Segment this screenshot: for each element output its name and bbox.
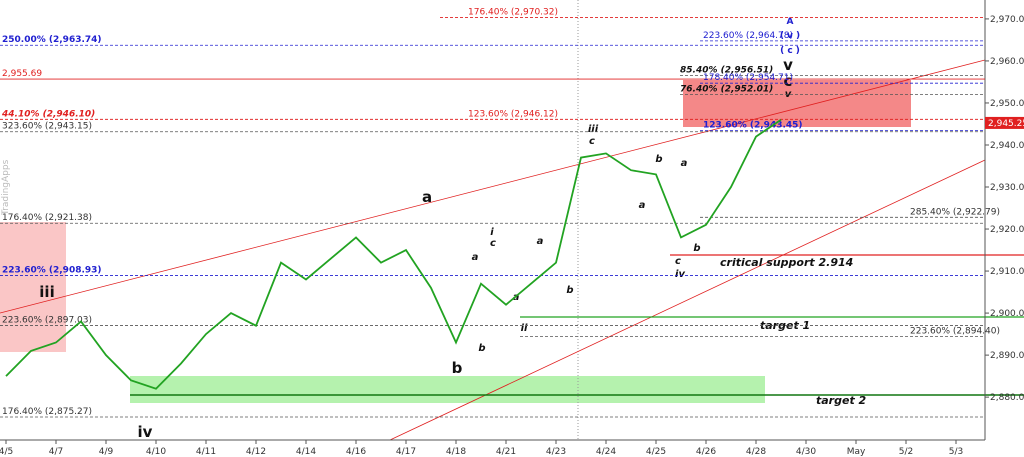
x-tick-label: 4/7 (49, 447, 63, 457)
y-tick-label: 2,930.00 (990, 183, 1024, 193)
y-tick-label: 2,910.00 (990, 267, 1024, 277)
level-label: 44.10% (2,946.10) (1, 109, 95, 119)
wave-label: c (490, 238, 496, 249)
y-tick-label: 2,940.00 (990, 141, 1024, 151)
x-tick-label: 4/9 (99, 447, 114, 457)
wave-label: c (675, 256, 681, 267)
x-tick-label: 4/25 (646, 447, 666, 457)
wave-label: iii (588, 124, 599, 135)
resistance-zone (0, 222, 66, 352)
trend-line (0, 59, 986, 314)
wave-label: a (537, 236, 544, 247)
wave-label: a (681, 158, 688, 169)
x-tick-label: 4/12 (246, 447, 266, 457)
x-tick-label: 4/11 (196, 447, 216, 457)
wave-label: ( v ) (780, 31, 800, 41)
wave-label: v (783, 56, 793, 74)
wave-label: A (787, 17, 794, 27)
x-tick-label: 4/28 (746, 447, 766, 457)
wave-label: i (490, 227, 494, 238)
wave-label: ii (521, 323, 528, 334)
price-line (5, 119, 782, 390)
watermark: TradingApps (1, 159, 11, 216)
x-tick-label: 4/18 (446, 447, 466, 457)
wave-label: a (639, 200, 646, 211)
x-tick-label: 4/5 (0, 447, 13, 457)
x-tick-label: 4/14 (296, 447, 316, 457)
level-label: 223.60% (2,894.40) (910, 327, 1000, 337)
wave-label: b (693, 243, 700, 254)
wave-label: iv (675, 269, 685, 280)
y-tick-label: 2,880.00 (990, 393, 1024, 403)
trend-line (389, 159, 986, 441)
x-tick-label: 4/30 (796, 447, 816, 457)
level-label: 176.40% (2,970.32) (468, 8, 558, 18)
level-label: 285.40% (2,922.79) (910, 207, 1000, 217)
x-tick-label: 4/24 (596, 447, 616, 457)
price-tag-label: 2,945.25 (988, 119, 1024, 129)
wave-label: a (422, 188, 432, 206)
wave-label: iii (39, 283, 54, 301)
level-label: 123.60% (2,946.12) (468, 109, 558, 119)
annotation: critical support 2.914 (720, 256, 853, 269)
wave-label: b (478, 343, 485, 354)
wave-label: b (655, 154, 662, 165)
level-label: 223.60% (2,964.78) (703, 31, 793, 41)
level-label: 85.40% (2,956.51) (680, 66, 773, 76)
annotation: target 2 (816, 394, 867, 407)
y-tick-label: 2,890.00 (990, 351, 1024, 361)
y-tick-label: 2,900.00 (990, 309, 1024, 319)
x-tick-label: 5/2 (899, 447, 913, 457)
x-tick-label: 4/16 (346, 447, 366, 457)
x-tick-label: May (847, 447, 866, 457)
x-tick-label: 4/23 (546, 447, 566, 457)
x-tick-label: 4/26 (696, 447, 716, 457)
wave-label: a (513, 292, 520, 303)
x-tick-label: 4/17 (396, 447, 416, 457)
y-tick-label: 2,960.00 (990, 57, 1024, 67)
wave-label: iv (138, 423, 153, 441)
level-label: 123.60% (2,943.45) (703, 120, 803, 130)
wave-label: b (566, 285, 573, 296)
y-tick-label: 2,950.00 (990, 99, 1024, 109)
x-tick-label: 5/3 (949, 447, 963, 457)
level-label: 176.40% (2,875.27) (2, 407, 92, 417)
price-tag (985, 116, 1024, 129)
level-label: 223.60% (2,908.93) (2, 266, 102, 276)
x-tick-label: 4/10 (146, 447, 166, 457)
level-label: 323.60% (2,943.15) (2, 122, 92, 132)
wave-label: c (589, 136, 595, 147)
y-tick-label: 2,920.00 (990, 225, 1024, 235)
level-label: 76.40% (2,952.01) (680, 85, 773, 95)
level-label: 250.00% (2,963.74) (2, 35, 102, 45)
wave-label: c (784, 72, 793, 90)
level-label: 223.60% (2,897.03) (2, 316, 92, 326)
wave-label: ( c ) (780, 46, 800, 56)
level-label: 178.40% (2,954.71) (703, 73, 793, 83)
level-label: 2,955.69 (2, 69, 42, 79)
wave-label: b (452, 359, 463, 377)
y-tick-label: 2,970.00 (990, 15, 1024, 25)
level-label: 176.40% (2,921.38) (2, 213, 92, 223)
support-zone (130, 376, 765, 403)
wave-label: v (785, 89, 792, 100)
x-tick-label: 4/21 (496, 447, 516, 457)
wave-label: a (472, 252, 479, 263)
